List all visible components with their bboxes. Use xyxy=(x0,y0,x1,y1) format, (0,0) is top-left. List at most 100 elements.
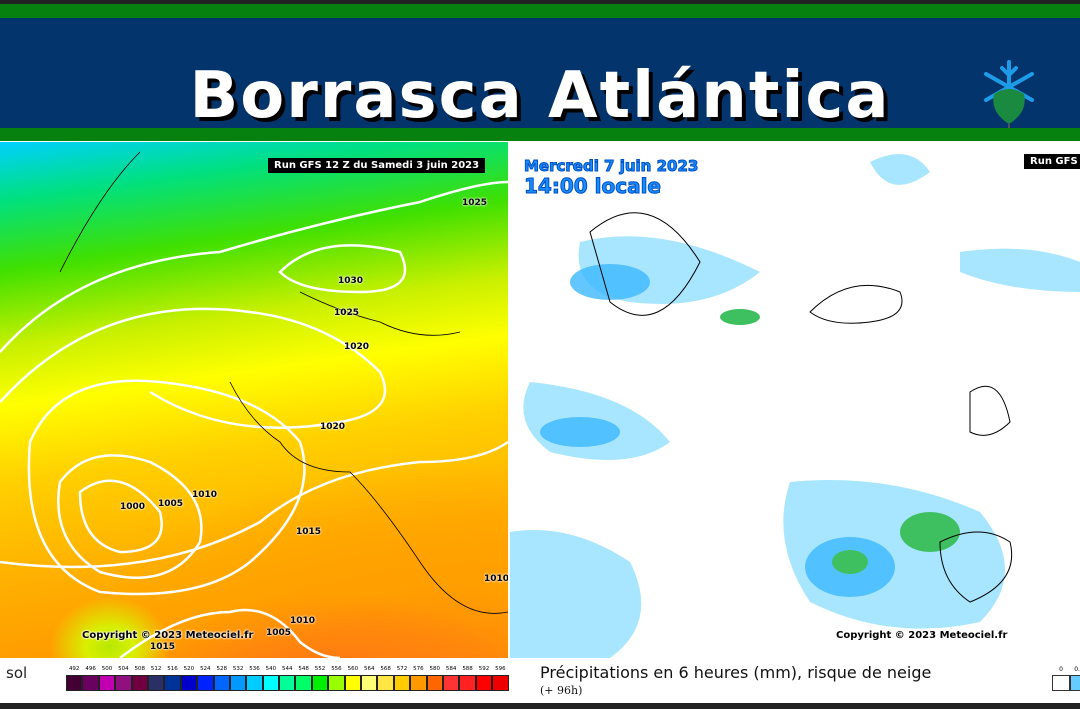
scale-tick-label: 596 xyxy=(495,666,506,672)
scale-swatch xyxy=(344,675,362,691)
isobar-label: 1015 xyxy=(150,642,176,652)
precipitation-map: Mercredi 7 juin 2023 14:00 locale Run GF… xyxy=(510,142,1080,658)
scale-swatch xyxy=(1070,675,1080,691)
scale-cell: 560 xyxy=(344,666,362,691)
scale-tick-label: 540 xyxy=(265,666,277,672)
scale-tick-label: 504 xyxy=(118,666,129,672)
scale-cell: 536 xyxy=(246,666,263,691)
scale-tick-label: 516 xyxy=(167,666,178,672)
title-banner: Borrasca Atlántica xyxy=(0,18,1080,133)
scale-tick-label: 592 xyxy=(478,666,490,672)
bottom-border xyxy=(0,703,1080,709)
scale-tick-label: 532 xyxy=(232,666,244,672)
forecast-datetime: Mercredi 7 juin 2023 14:00 locale xyxy=(523,157,699,198)
scale-tick-label: 548 xyxy=(298,666,309,672)
scale-swatch xyxy=(295,675,312,691)
scale-tick-label: 560 xyxy=(347,666,359,672)
scale-cell: 504 xyxy=(115,666,132,691)
scale-swatch xyxy=(66,675,83,691)
scale-cell: 528 xyxy=(213,666,230,691)
scale-cell: 584 xyxy=(442,666,460,691)
scale-tick-label: 0 xyxy=(1059,666,1063,673)
isobar-label: 1025 xyxy=(334,308,360,318)
geopotential-pressure-map: Run GFS 12 Z du Samedi 3 juin 2023 1025 … xyxy=(0,142,508,658)
green-stripe-top xyxy=(0,4,1080,18)
scale-cell: 552 xyxy=(311,666,329,691)
scale-tick-label: 568 xyxy=(380,666,391,672)
scale-tick-label: 588 xyxy=(462,666,473,672)
scale-swatch xyxy=(197,675,214,691)
precipitation-legend: Précipitations en 6 heures (mm), risque … xyxy=(510,658,1080,703)
scale-swatch xyxy=(1052,675,1070,691)
scale-cell: 580 xyxy=(426,666,443,691)
scale-swatch xyxy=(442,675,460,691)
scale-cell: 588 xyxy=(459,666,476,691)
scale-swatch xyxy=(475,675,493,691)
scale-cell: 0 xyxy=(1052,666,1070,691)
scale-swatch xyxy=(361,675,378,691)
scale-cell: 492 xyxy=(66,666,83,691)
color-scale: 492 496 500 504 508 512 516 520 524 528 532 536 540 5… xyxy=(66,666,525,691)
precipitation-areas xyxy=(510,154,1080,658)
scale-tick-label: 580 xyxy=(429,666,441,672)
scale-cell: 540 xyxy=(262,666,280,691)
scale-cell: 532 xyxy=(229,666,247,691)
scale-cell: 596 xyxy=(492,666,509,691)
scale-cell: 516 xyxy=(164,666,181,691)
scale-tick-label: 0.1 xyxy=(1074,666,1080,673)
scale-swatch xyxy=(393,675,411,691)
scale-cell: 500 xyxy=(98,666,116,691)
scale-tick-label: 508 xyxy=(134,666,146,672)
color-scale: 00.1 xyxy=(1052,666,1080,691)
scale-cell: 556 xyxy=(328,666,345,691)
scale-tick-label: 524 xyxy=(200,666,211,672)
scale-tick-label: 544 xyxy=(282,666,293,672)
isobar-label: 1020 xyxy=(344,342,370,352)
scale-swatch xyxy=(492,675,509,691)
scale-tick-label: 576 xyxy=(413,666,424,672)
scale-cell: 548 xyxy=(295,666,312,691)
legend-title: Précipitations en 6 heures (mm), risque … xyxy=(540,663,932,682)
scale-swatch xyxy=(410,675,427,691)
scale-swatch xyxy=(131,675,148,691)
forecast-time: 14:00 locale xyxy=(523,173,661,198)
copyright: Copyright © 2023 Meteociel.fr xyxy=(836,630,1008,641)
scale-cell: 512 xyxy=(147,666,165,691)
scale-tick-label: 572 xyxy=(396,666,408,672)
run-label: Run GFS 12 Z du Samedi 3 juin 2023 xyxy=(268,158,486,173)
scale-swatch xyxy=(262,675,280,691)
scale-swatch xyxy=(229,675,247,691)
geopotential-legend: sol 492 496 500 504 508 512 516 520 524 528 532 536… xyxy=(0,658,518,703)
scale-tick-label: 536 xyxy=(249,666,260,672)
isobar-label: 1005 xyxy=(158,499,184,509)
scale-swatch xyxy=(98,675,116,691)
scale-tick-label: 512 xyxy=(150,666,162,672)
scale-swatch xyxy=(377,675,394,691)
isobar-label: 1010 xyxy=(290,616,316,626)
scale-swatch xyxy=(426,675,443,691)
scale-cell: 508 xyxy=(131,666,148,691)
scale-swatch xyxy=(279,675,296,691)
scale-swatch xyxy=(82,675,99,691)
scale-swatch xyxy=(180,675,198,691)
scale-cell: 564 xyxy=(361,666,378,691)
scale-tick-label: 520 xyxy=(183,666,195,672)
scale-tick-label: 496 xyxy=(85,666,96,672)
scale-cell: 520 xyxy=(180,666,198,691)
legend-subtitle: (+ 96h) xyxy=(540,684,583,697)
top-border xyxy=(0,0,1080,4)
page-title: Borrasca Atlántica xyxy=(189,59,891,133)
isobar-label: 1025 xyxy=(462,198,488,208)
scale-cell: 524 xyxy=(197,666,214,691)
isobar-label: 1020 xyxy=(320,422,346,432)
scale-tick-label: 528 xyxy=(216,666,227,672)
isobar-label: 1030 xyxy=(338,276,364,286)
scale-swatch xyxy=(311,675,329,691)
forecast-date: Mercredi 7 juin 2023 xyxy=(523,157,699,175)
run-label: Run GFS xyxy=(1024,154,1080,169)
green-stripe-bottom xyxy=(0,128,1080,141)
scale-tick-label: 584 xyxy=(445,666,457,672)
scale-swatch xyxy=(328,675,345,691)
snowflake-leaf-logo-icon xyxy=(984,60,1034,130)
scale-tick-label: 500 xyxy=(101,666,113,672)
